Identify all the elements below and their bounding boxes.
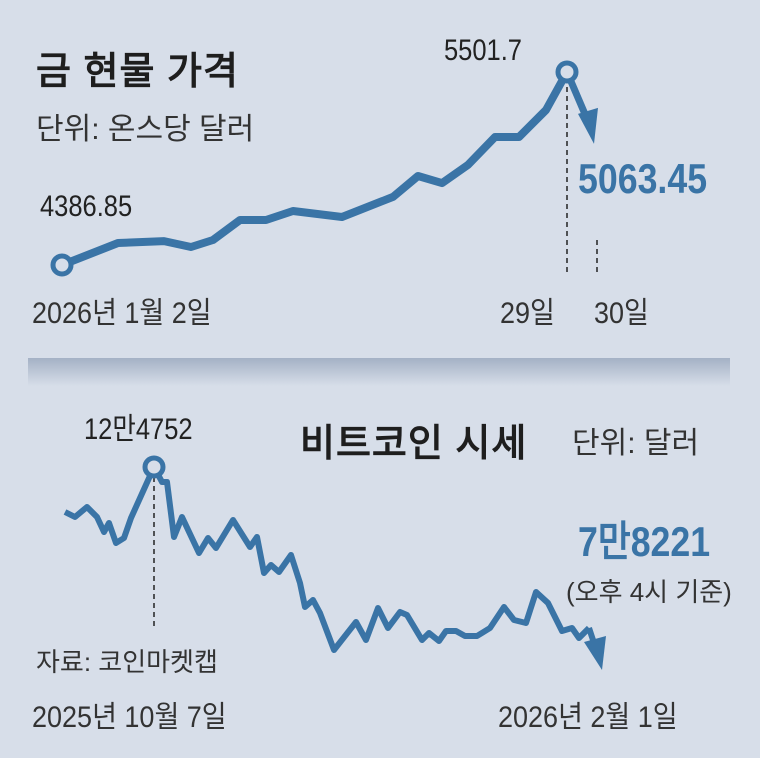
btc-peak-value-label: 12만4752	[84, 413, 193, 446]
gold-price-line	[60, 70, 571, 269]
btc-end-note: (오후 4시 기준)	[566, 577, 732, 607]
gold-end-value-label: 5063.45	[578, 155, 708, 202]
gold-chart-title: 금 현물 가격	[36, 51, 239, 93]
btc-drop-arrowhead	[584, 636, 606, 671]
gold-unit-label: 단위: 온스당 달러	[36, 113, 255, 146]
gold-end-date-label: 30일	[594, 297, 649, 330]
btc-start-date-label: 2025년 10월 7일	[32, 701, 227, 734]
btc-unit-label: 단위: 달러	[572, 427, 700, 460]
btc-end-value-label: 7만8221	[578, 518, 711, 565]
btc-price-line	[63, 464, 592, 653]
gold-start-date-label: 2026년 1월 2일	[32, 297, 212, 330]
source-label: 자료: 코인마켓캡	[36, 647, 218, 677]
section-divider	[28, 358, 730, 386]
gold-peak-marker	[555, 60, 579, 84]
btc-peak-marker	[142, 455, 166, 479]
gold-start-marker	[50, 253, 74, 277]
btc-end-date-label: 2026년 2월 1일	[498, 701, 678, 734]
gold-peak-date-label: 29일	[500, 297, 555, 330]
gold-drop-arrowhead	[578, 107, 598, 144]
btc-chart-title: 비트코인 시세	[300, 423, 528, 465]
gold-peak-value-label: 5501.7	[444, 34, 523, 67]
gold-start-value-label: 4386.85	[40, 190, 133, 223]
